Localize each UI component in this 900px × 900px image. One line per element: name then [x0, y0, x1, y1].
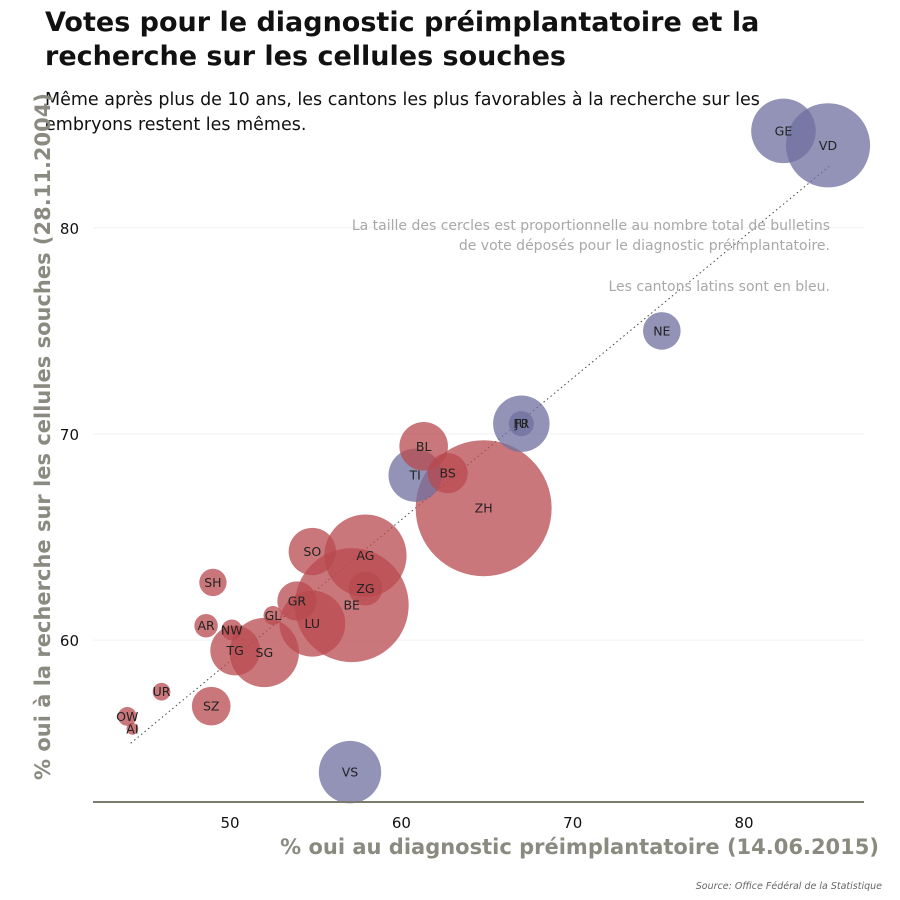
bubble-label-ju: JU: [514, 416, 528, 431]
bubble-label-fr: FR: [513, 416, 529, 431]
bubble-tg: [210, 625, 261, 676]
bubble-ge: [751, 98, 816, 164]
bubble-label-vd: VD: [819, 138, 837, 153]
bubble-label-be: BE: [343, 598, 360, 613]
bubble-nw: [221, 619, 243, 641]
chart-subtitle: Même après plus de 10 ans, les cantons l…: [45, 90, 760, 135]
bubble-ag: [324, 514, 407, 597]
bubble-label-zg: ZG: [356, 581, 374, 596]
bubble-label-vs: VS: [342, 765, 359, 780]
y-axis-title: % oui à la recherche sur les cellules so…: [31, 93, 55, 780]
chart-title: Votes pour le diagnostic préimplantatoir…: [45, 7, 760, 72]
bubble-label-sg: SG: [256, 645, 274, 660]
bubble-label-bl: BL: [416, 439, 432, 454]
bubble-label-gl: GL: [265, 608, 282, 623]
note-size-line1: La taille des cercles est proportionnell…: [352, 218, 830, 234]
note-size-line2: de vote déposés pour le diagnostic préim…: [459, 238, 830, 254]
bubble-label-zh: ZH: [475, 501, 493, 516]
x-tick-labels: 50 60 70 80: [221, 814, 754, 832]
bubbles-layer: [117, 98, 871, 804]
y-tick-labels: 60 70 80: [60, 220, 79, 650]
bubble-ne: [643, 312, 681, 350]
bubble-ju: [508, 411, 534, 437]
x-tick-label: 70: [563, 814, 582, 832]
x-tick-label: 60: [392, 814, 411, 832]
y-tick-label: 60: [60, 632, 79, 650]
note-latin: Les cantons latins sont en bleu.: [608, 279, 830, 295]
bubble-vs: [318, 740, 382, 804]
source-note: Source: Office Fédéral de la Statistique: [695, 881, 882, 892]
bubble-labels-layer: ZH BE VD AG SG LU GE VS FR TI TG BL SO NE BS GR JU SZ ZG SH…: [116, 123, 837, 779]
y-tick-label: 80: [60, 220, 79, 238]
bubble-label-lu: LU: [305, 616, 321, 631]
bubble-gl: [263, 606, 283, 625]
bubble-gr: [277, 581, 317, 621]
bubble-label-sh: SH: [204, 575, 221, 590]
bubble-label-ur: UR: [153, 684, 171, 699]
bubble-ur: [152, 682, 171, 701]
bubble-label-ow: OW: [116, 709, 138, 724]
bubble-bs: [427, 453, 468, 494]
bubble-label-ti: TI: [408, 468, 420, 483]
bubble-label-ne: NE: [653, 323, 670, 338]
bubble-ar: [194, 614, 218, 638]
bubble-so: [288, 527, 336, 576]
x-axis-title: % oui au diagnostic préimplantatoire (14…: [280, 835, 879, 859]
bubble-sz: [191, 686, 231, 726]
bubble-label-gr: GR: [288, 593, 307, 608]
bubble-label-bs: BS: [440, 466, 456, 481]
bubble-ai: [126, 722, 139, 735]
bubble-sh: [199, 568, 227, 597]
bubble-label-tg: TG: [226, 643, 244, 658]
chart-notes: La taille des cercles est proportionnell…: [352, 218, 830, 295]
x-tick-label: 50: [221, 814, 240, 832]
bubble-zg: [348, 571, 383, 606]
x-tick-label: 80: [735, 814, 754, 832]
bubble-label-ag: AG: [356, 548, 374, 563]
bubble-label-nw: NW: [221, 622, 243, 637]
bubble-ow: [117, 707, 137, 726]
bubble-label-ai: AI: [126, 721, 138, 736]
y-tick-label: 70: [60, 426, 79, 444]
bubble-label-ar: AR: [197, 618, 215, 633]
bubble-label-sz: SZ: [203, 699, 220, 714]
bubble-label-so: SO: [303, 544, 321, 559]
bubble-label-ge: GE: [775, 123, 793, 138]
